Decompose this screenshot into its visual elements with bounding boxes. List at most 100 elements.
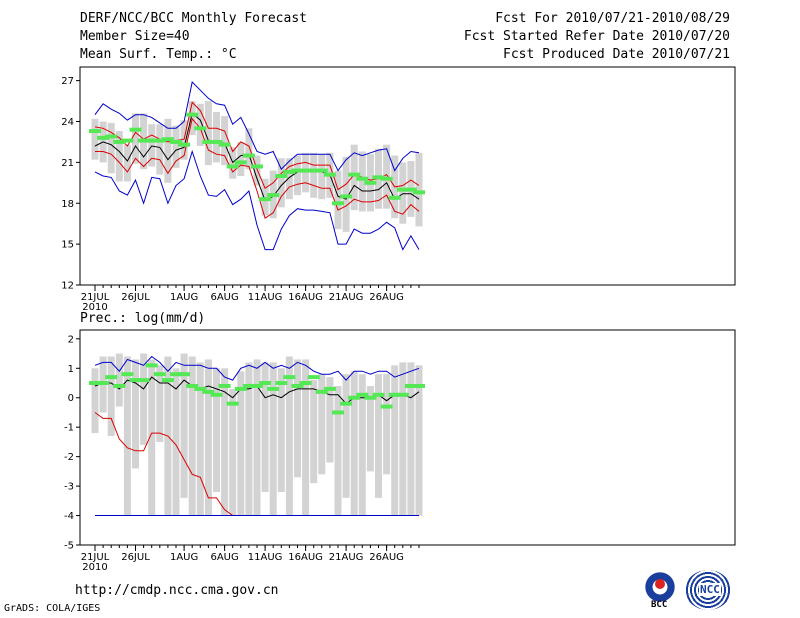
member-mark-temperature-38	[396, 187, 409, 192]
box-temperature-31	[342, 156, 350, 232]
member-mark-precipitation-22	[267, 386, 280, 391]
box-temperature-32	[350, 144, 358, 211]
member-mark-temperature-1	[97, 135, 110, 140]
x-tick-sublabel-temperature-0: 2010	[82, 302, 107, 313]
box-precipitation-0	[91, 368, 99, 434]
grads-credit: GrADS: COLA/IGES	[4, 603, 101, 614]
member-mark-temperature-28	[315, 168, 328, 173]
member-mark-temperature-10	[170, 139, 182, 144]
member-mark-temperature-3	[113, 139, 126, 144]
box-precipitation-38	[399, 362, 407, 516]
member-mark-temperature-37	[388, 195, 401, 200]
member-size: Member Size=40	[80, 29, 190, 44]
member-mark-precipitation-21	[259, 381, 272, 386]
member-mark-temperature-33	[356, 176, 369, 181]
variable-label: Mean Surf. Temp.: °C	[80, 47, 237, 62]
member-mark-temperature-13	[194, 126, 207, 131]
box-precipitation-4	[123, 356, 131, 516]
y-tick-label-precipitation-2: -3	[64, 482, 74, 493]
box-temperature-14	[204, 101, 212, 166]
member-mark-precipitation-7	[145, 363, 158, 368]
box-precipitation-7	[148, 359, 156, 516]
box-temperature-40	[415, 152, 423, 227]
box-temperature-36	[383, 144, 391, 209]
box-temperature-28	[318, 154, 326, 200]
x-tick-label-precipitation-1: 26JUL	[121, 552, 150, 563]
member-mark-precipitation-2	[105, 375, 118, 380]
box-precipitation-11	[180, 353, 188, 498]
member-mark-temperature-21	[259, 197, 272, 202]
x-tick-sublabel-precipitation-0: 2010	[82, 562, 107, 573]
box-precipitation-39	[407, 362, 415, 516]
member-mark-precipitation-37	[388, 392, 401, 397]
member-mark-temperature-36	[380, 176, 393, 181]
footer-url[interactable]: http://cmdp.ncc.cma.gov.cn	[75, 583, 279, 598]
member-mark-temperature-22	[267, 193, 280, 198]
member-mark-precipitation-12	[186, 383, 199, 388]
box-precipitation-2	[107, 356, 115, 437]
member-mark-precipitation-39	[404, 383, 417, 388]
member-mark-precipitation-8	[153, 372, 166, 377]
x-tick-label-temperature-2: 1AUG	[170, 292, 198, 303]
series-line-temperature-0	[94, 80, 420, 172]
member-mark-temperature-39	[404, 187, 417, 192]
member-mark-temperature-14	[202, 139, 215, 144]
box-temperature-18	[237, 141, 245, 176]
prec-label: Prec.: log(mm/d)	[80, 311, 206, 326]
x-tick-label-temperature-3: 6AUG	[210, 292, 238, 303]
box-temperature-5	[132, 113, 139, 164]
box-temperature-30	[334, 170, 342, 230]
y-tick-label-precipitation-7: 2	[68, 334, 74, 345]
box-temperature-27	[310, 152, 318, 198]
box-temperature-11	[180, 120, 188, 160]
y-tick-label-precipitation-5: 0	[68, 393, 74, 404]
y-tick-label-precipitation-6: 1	[68, 364, 74, 375]
member-mark-temperature-31	[340, 194, 353, 199]
member-mark-temperature-24	[283, 169, 296, 174]
y-tick-label-temperature-5: 27	[61, 76, 74, 87]
box-precipitation-6	[140, 353, 148, 445]
member-mark-precipitation-5	[129, 378, 142, 383]
x-tick-label-precipitation-3: 6AUG	[210, 552, 238, 563]
y-tick-label-temperature-2: 18	[61, 199, 74, 210]
box-temperature-15	[213, 111, 220, 163]
box-temperature-25	[294, 155, 301, 196]
box-precipitation-24	[285, 356, 293, 516]
member-mark-temperature-27	[307, 168, 320, 173]
member-mark-precipitation-10	[170, 372, 182, 377]
member-mark-precipitation-32	[348, 395, 361, 400]
member-mark-precipitation-26	[299, 381, 312, 386]
member-mark-temperature-8	[153, 138, 166, 143]
box-precipitation-13	[196, 362, 204, 516]
member-mark-precipitation-23	[275, 381, 288, 386]
box-precipitation-19	[245, 362, 253, 516]
member-mark-precipitation-30	[332, 410, 344, 415]
x-tick-label-precipitation-5: 16AUG	[288, 552, 323, 563]
member-mark-precipitation-14	[202, 389, 215, 394]
box-precipitation-8	[156, 365, 164, 442]
box-precipitation-27	[310, 380, 318, 484]
y-tick-label-temperature-1: 15	[61, 240, 74, 251]
box-precipitation-33	[358, 374, 366, 516]
box-temperature-26	[302, 152, 310, 193]
box-precipitation-3	[115, 353, 123, 407]
box-precipitation-12	[188, 356, 196, 516]
member-mark-precipitation-29	[323, 386, 336, 391]
member-mark-temperature-18	[234, 160, 247, 165]
x-tick-label-temperature-4: 11AUG	[248, 292, 283, 303]
member-mark-temperature-4	[121, 138, 134, 143]
member-mark-precipitation-19	[242, 383, 255, 388]
member-mark-precipitation-4	[121, 372, 134, 377]
member-mark-precipitation-27	[307, 375, 320, 380]
box-temperature-17	[229, 147, 237, 179]
member-mark-temperature-32	[348, 172, 361, 177]
box-precipitation-40	[415, 365, 423, 516]
member-mark-temperature-2	[105, 134, 118, 139]
box-precipitation-25	[294, 359, 301, 478]
member-mark-temperature-7	[145, 138, 158, 143]
member-mark-temperature-35	[372, 175, 385, 180]
plot-frame-precipitation	[79, 329, 736, 546]
box-temperature-13	[196, 103, 204, 147]
box-precipitation-14	[204, 359, 212, 516]
